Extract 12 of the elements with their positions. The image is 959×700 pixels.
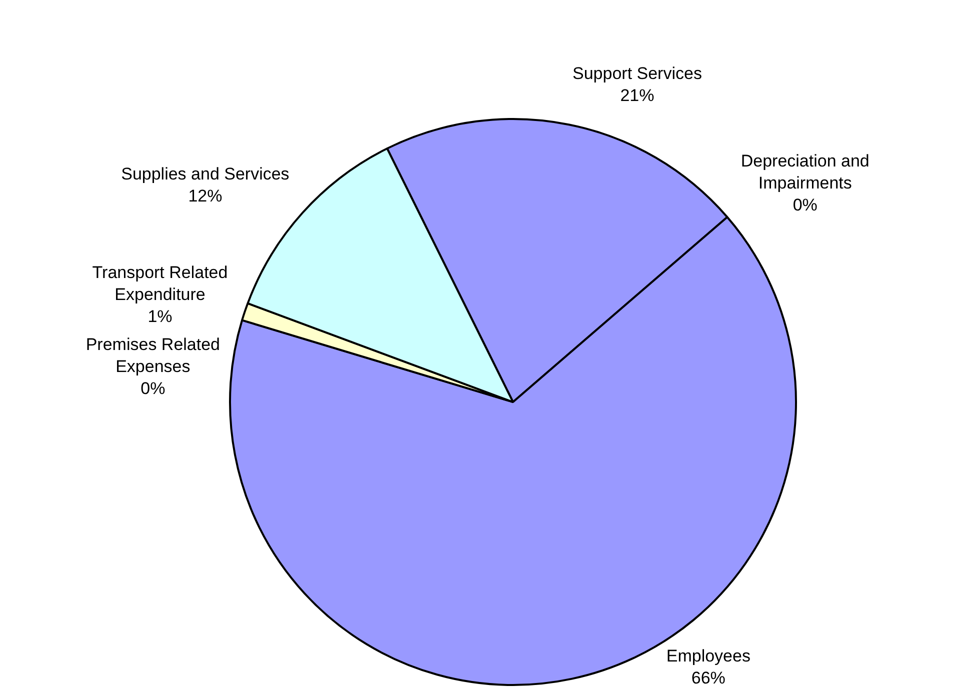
category-label: Depreciation and Impairments (740, 151, 870, 192)
category-label: Premises Related Expenses (86, 335, 220, 376)
text: 0% (792, 195, 818, 214)
text: 0% (140, 379, 166, 398)
data-label: 1% (148, 307, 172, 326)
slice-label: Employees (666, 646, 750, 666)
data-label: 66% (691, 668, 726, 688)
data-label: 12% (188, 186, 222, 206)
slice-label: Transport Related Expenditure (92, 263, 228, 304)
data-label: 21% (620, 86, 654, 106)
slice-label: Supplies and Services (121, 164, 290, 184)
slice-label: Support Services (572, 64, 702, 84)
